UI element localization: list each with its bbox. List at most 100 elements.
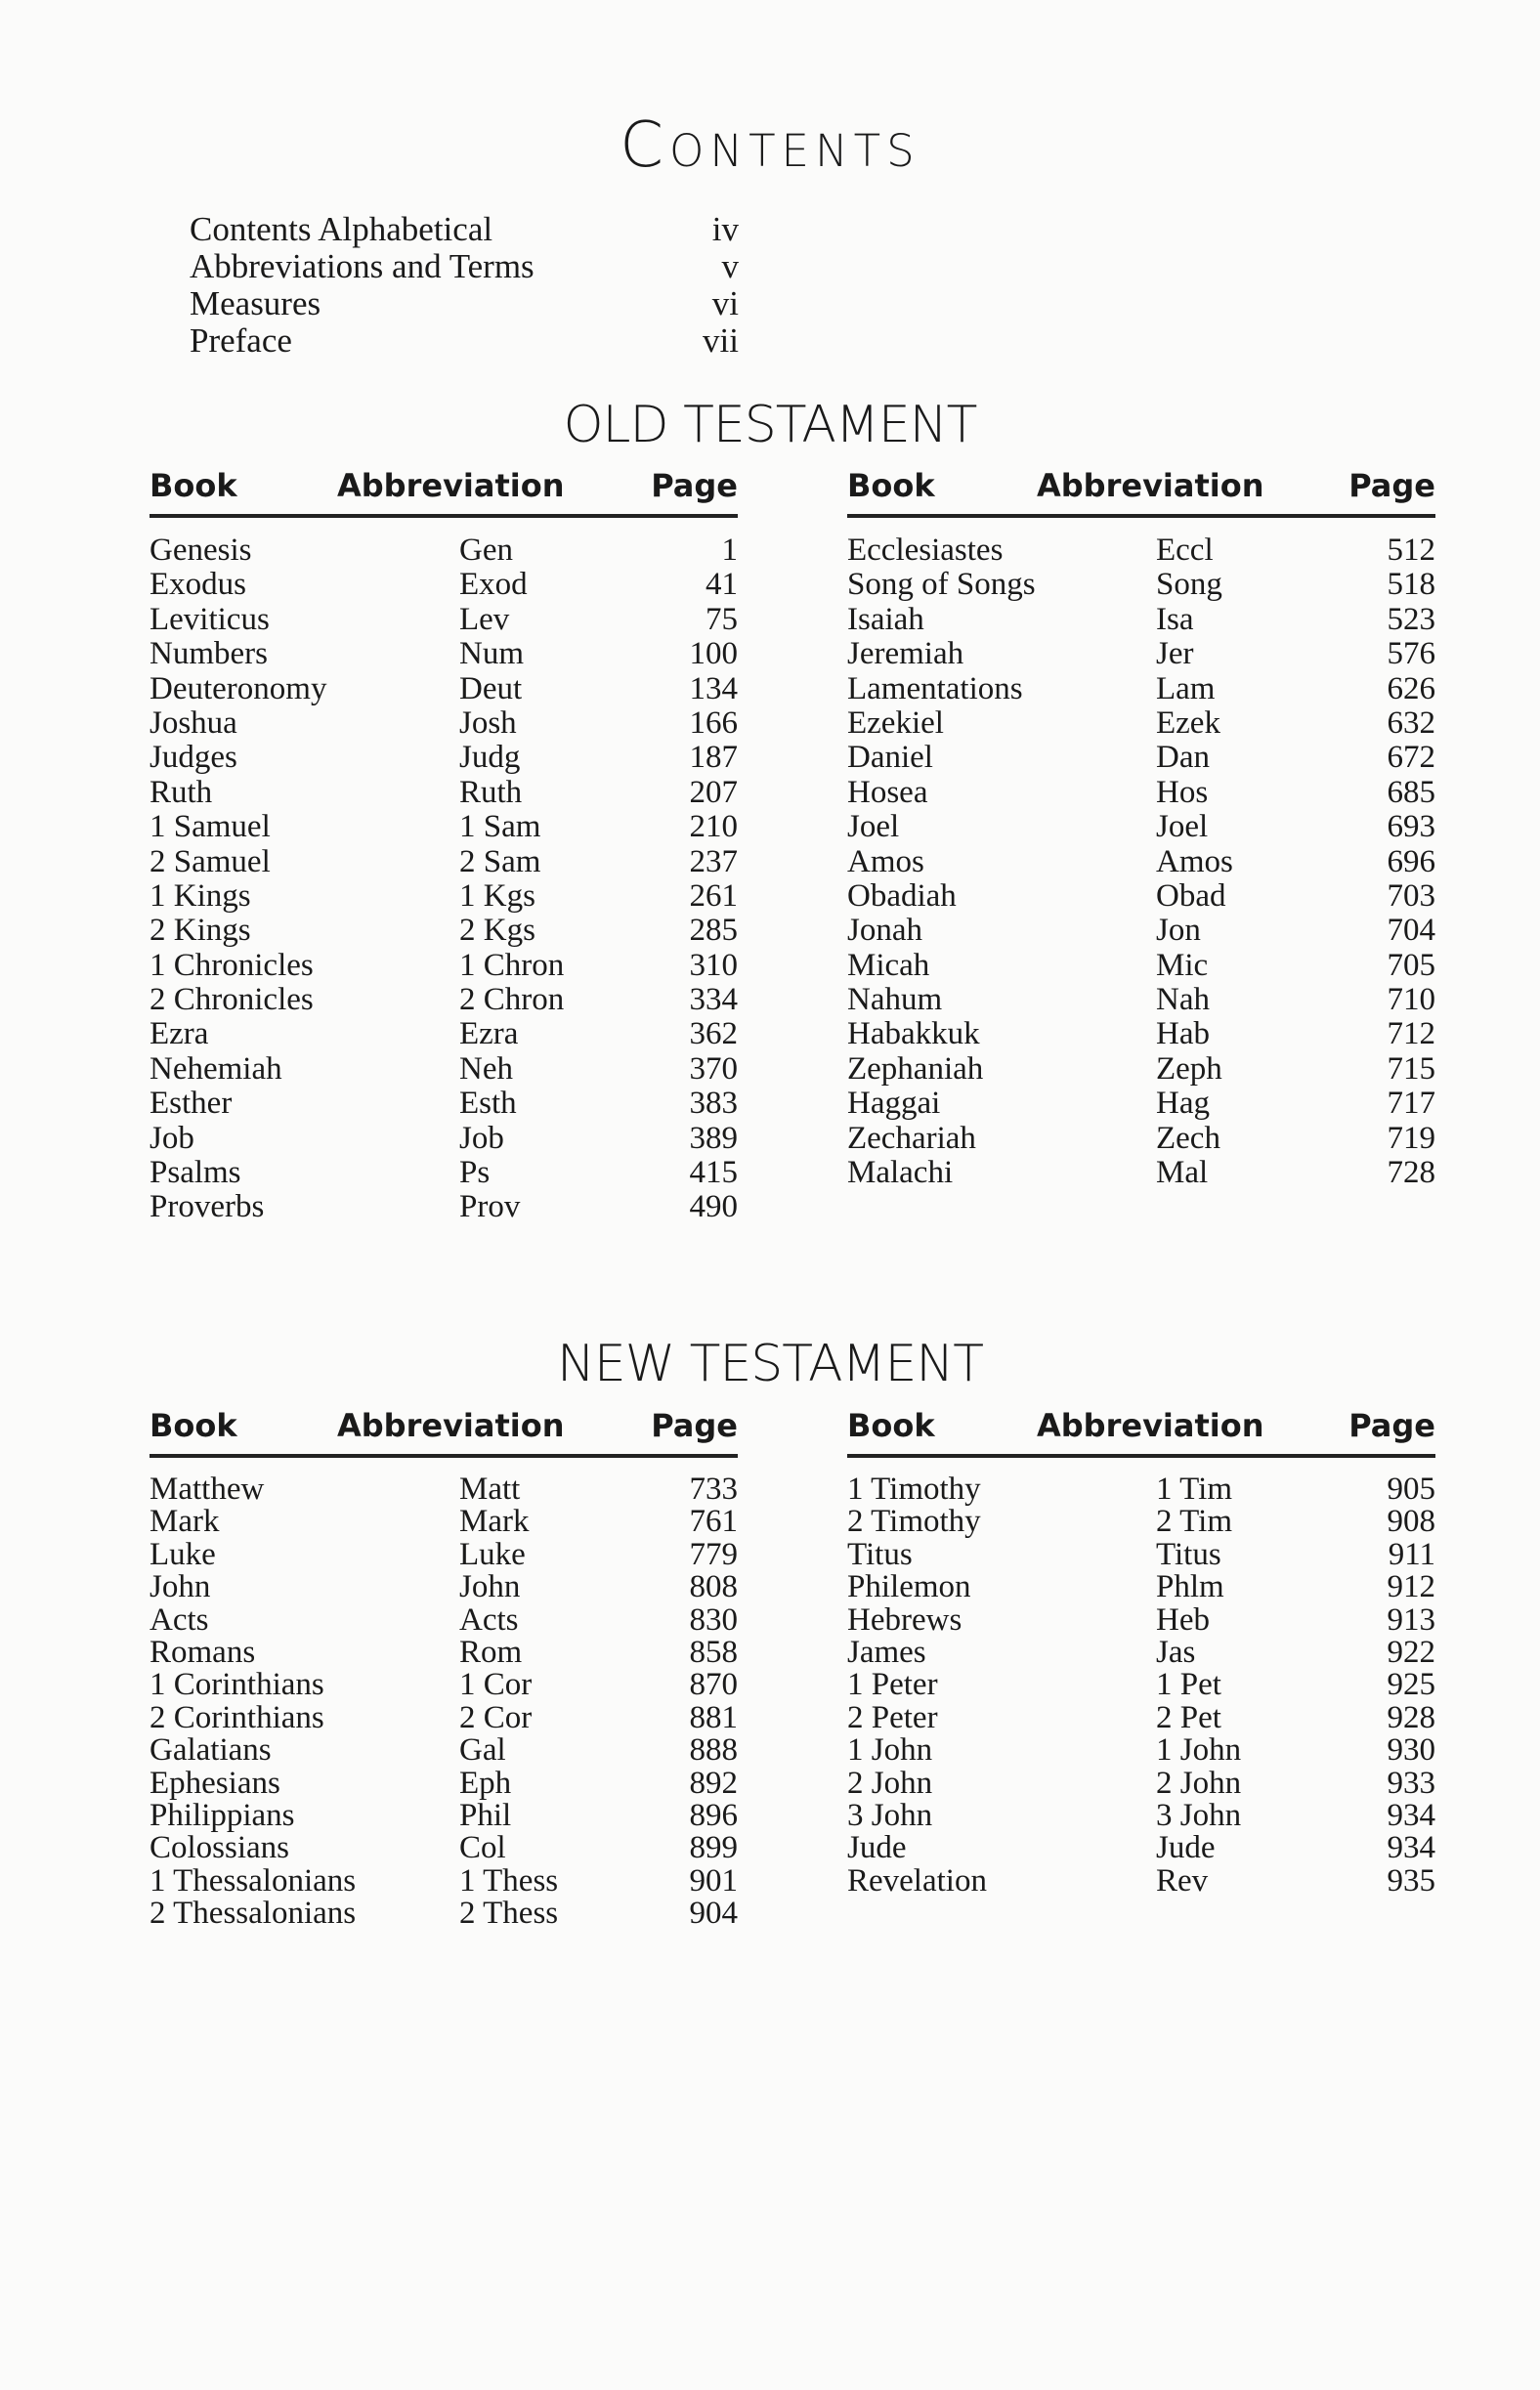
abbreviation-cell: 2 Kgs bbox=[459, 913, 535, 949]
abbreviation-cell: Ruth bbox=[459, 774, 523, 810]
book-cell: Micah bbox=[847, 947, 930, 983]
table-row: Psalms Ps 415 bbox=[150, 1156, 738, 1190]
abbreviation-cell: 1 John bbox=[1156, 1732, 1242, 1769]
page-cell: 75 bbox=[706, 601, 738, 637]
abbreviation-cell: Jude bbox=[1156, 1830, 1216, 1866]
book-cell: Acts bbox=[150, 1601, 209, 1638]
table-row: Malachi Mal 728 bbox=[847, 1156, 1435, 1190]
page-cell: 905 bbox=[1387, 1472, 1436, 1507]
abbreviation-cell: Col bbox=[459, 1830, 506, 1866]
book-cell: Obadiah bbox=[847, 877, 957, 914]
book-cell: Habakkuk bbox=[847, 1016, 980, 1052]
abbreviation-cell: Ps bbox=[459, 1155, 491, 1191]
table-row: 2 Timothy 2 Tim 908 bbox=[847, 1506, 1435, 1538]
book-cell: Proverbs bbox=[150, 1189, 265, 1225]
abbreviation-cell: Dan bbox=[1156, 740, 1210, 776]
item-label: Contents Alphabetical bbox=[190, 210, 493, 248]
abbreviation-cell: Isa bbox=[1156, 601, 1194, 637]
page-cell: 728 bbox=[1387, 1155, 1436, 1191]
book-cell: Zechariah bbox=[847, 1120, 976, 1156]
page-cell: 512 bbox=[1387, 533, 1436, 568]
table-row: Micah Mic 705 bbox=[847, 947, 1435, 983]
abbreviation-cell: Rom bbox=[459, 1634, 523, 1670]
table-row: Colossians Col 899 bbox=[150, 1832, 738, 1864]
book-cell: 1 Thessalonians bbox=[150, 1862, 357, 1899]
page-cell: 703 bbox=[1387, 877, 1436, 914]
page-cell: 518 bbox=[1387, 567, 1436, 603]
abbreviation-cell: Ezek bbox=[1156, 704, 1220, 741]
book-cell: Ephesians bbox=[150, 1765, 280, 1801]
abbreviation-cell: Num bbox=[459, 636, 524, 672]
page-cell: 166 bbox=[689, 704, 739, 741]
book-cell: 2 Kings bbox=[150, 913, 251, 949]
abbreviation-cell: 2 Sam bbox=[459, 843, 541, 879]
table-row: Obadiah Obad 703 bbox=[847, 877, 1436, 914]
page-cell: 888 bbox=[689, 1732, 739, 1769]
book-cell: Zephaniah bbox=[847, 1050, 984, 1087]
table-row: Jeremiah Jer 576 bbox=[847, 637, 1435, 671]
book-cell: Philippians bbox=[150, 1797, 295, 1833]
page-cell: 134 bbox=[689, 670, 739, 706]
table-row: 1 Chronicles 1 Chron 310 bbox=[150, 948, 738, 983]
abbreviation-cell: Matt bbox=[459, 1472, 521, 1507]
page-cell: 933 bbox=[1387, 1765, 1436, 1801]
table-row: 1 Corinthians 1 Cor 870 bbox=[150, 1669, 738, 1701]
page-cell: 930 bbox=[1387, 1732, 1436, 1769]
abbreviation-cell: Hag bbox=[1156, 1086, 1210, 1122]
page-cell: 896 bbox=[689, 1797, 739, 1833]
table-row: Hosea Hos 685 bbox=[847, 775, 1435, 810]
book-cell: Ezra bbox=[150, 1016, 209, 1052]
page-cell: 899 bbox=[689, 1830, 739, 1866]
table-row: 2 John 2 John 933 bbox=[847, 1765, 1436, 1801]
table-row: Judges Judg 187 bbox=[150, 741, 738, 775]
abbreviation-cell: Jon bbox=[1156, 913, 1201, 949]
page-cell: 934 bbox=[1387, 1797, 1436, 1833]
abbreviation-cell: 2 Cor bbox=[459, 1699, 533, 1735]
page-cell: 261 bbox=[689, 877, 739, 914]
page-cell: 911 bbox=[1388, 1536, 1435, 1572]
table-row: Zephaniah Zeph 715 bbox=[847, 1050, 1435, 1087]
book-cell: Isaiah bbox=[847, 601, 924, 637]
book-cell: Psalms bbox=[150, 1155, 241, 1191]
page-cell: 928 bbox=[1387, 1699, 1436, 1735]
book-cell: Matthew bbox=[150, 1472, 265, 1507]
abbreviation-cell: Zech bbox=[1156, 1120, 1220, 1156]
table-row: Ruth Ruth 207 bbox=[150, 774, 738, 810]
page-cell: 626 bbox=[1387, 670, 1436, 706]
book-cell: Esther bbox=[150, 1086, 233, 1122]
book-cell: Colossians bbox=[150, 1830, 290, 1866]
book-cell: 2 Samuel bbox=[150, 843, 271, 879]
book-cell: James bbox=[847, 1634, 926, 1670]
table-row: Zechariah Zech 719 bbox=[847, 1120, 1435, 1156]
table-row: Galatians Gal 888 bbox=[150, 1734, 738, 1767]
page-cell: 696 bbox=[1387, 843, 1436, 879]
book-cell: Deuteronomy bbox=[150, 670, 327, 706]
book-cell: Ezekiel bbox=[847, 704, 944, 741]
table-row: Joshua Josh 166 bbox=[150, 704, 739, 741]
table-row: Habakkuk Hab 712 bbox=[847, 1017, 1435, 1051]
page-cell: 912 bbox=[1387, 1569, 1436, 1605]
abbreviation-cell: Mal bbox=[1156, 1155, 1209, 1191]
abbreviation-cell: 1 Kgs bbox=[459, 877, 535, 914]
abbreviation-cell: Job bbox=[459, 1120, 504, 1156]
table-row: Exodus Exod 41 bbox=[150, 568, 738, 602]
page-cell: 904 bbox=[689, 1896, 739, 1932]
table-row: 1 Kings 1 Kgs 261 bbox=[150, 877, 739, 914]
book-cell: 1 Samuel bbox=[150, 809, 271, 845]
abbreviation-cell: Obad bbox=[1156, 877, 1226, 914]
abbreviation-cell: 1 Tim bbox=[1156, 1472, 1232, 1507]
abbreviation-cell: Rev bbox=[1156, 1862, 1209, 1899]
page-cell: 913 bbox=[1387, 1601, 1436, 1638]
page-cell: 901 bbox=[689, 1862, 739, 1899]
table-row: Nahum Nah 710 bbox=[847, 983, 1435, 1017]
book-cell: 1 Peter bbox=[847, 1667, 938, 1703]
item-label: Preface bbox=[190, 321, 292, 360]
book-cell: Jonah bbox=[847, 913, 922, 949]
page-cell: 490 bbox=[689, 1189, 739, 1225]
book-cell: Leviticus bbox=[150, 601, 270, 637]
table-row: Joel Joel 693 bbox=[847, 810, 1435, 844]
book-cell: 1 Timothy bbox=[847, 1472, 981, 1507]
book-cell: 1 John bbox=[847, 1732, 933, 1769]
header-page: Page bbox=[651, 467, 738, 504]
book-cell: Titus bbox=[847, 1536, 913, 1572]
